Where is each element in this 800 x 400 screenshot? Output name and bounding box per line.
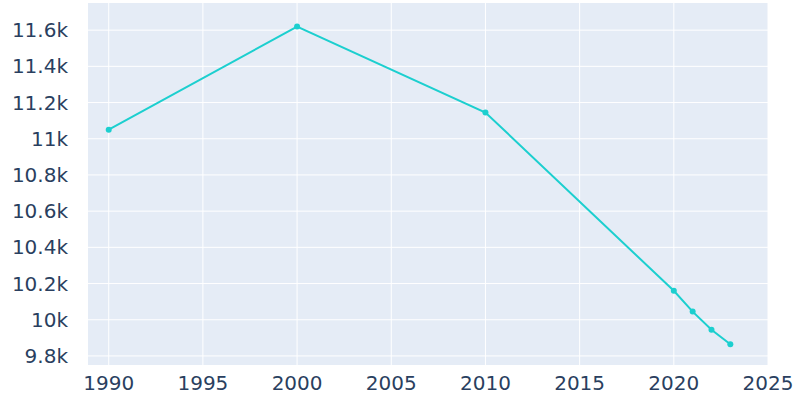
y-tick-label: 10k <box>31 308 68 332</box>
y-tick-label: 10.8k <box>12 163 69 187</box>
data-group <box>106 24 734 348</box>
y-grid-line <box>88 174 768 175</box>
y-grid-line <box>88 319 768 320</box>
x-tick-label: 2010 <box>460 371 511 395</box>
x-grid-line <box>108 3 109 365</box>
point <box>727 341 733 347</box>
x-grid-line <box>485 3 486 365</box>
x-tick-label: 1990 <box>83 371 134 395</box>
point <box>690 309 696 315</box>
point <box>708 327 714 333</box>
x-grid-line <box>297 3 298 365</box>
y-tick-label: 11.6k <box>12 18 69 42</box>
y-grid-line <box>88 247 768 248</box>
y-tick-label: 9.8k <box>25 344 69 368</box>
x-grid-line <box>202 3 203 365</box>
x-tick-label: 1995 <box>177 371 228 395</box>
y-grid-line <box>88 102 768 103</box>
point <box>671 288 677 294</box>
point <box>294 24 300 30</box>
x-tick-label: 2000 <box>272 371 323 395</box>
x-grid-line <box>673 3 674 365</box>
line <box>109 27 731 345</box>
x-tick-label: 2005 <box>366 371 417 395</box>
y-grid-line <box>88 138 768 139</box>
x-grid-line <box>391 3 392 365</box>
plot-area <box>88 3 768 365</box>
chart: 9.8k 10k 10.2k 10.4k 10.6k 10.8k 11k 11.2k 11.4k… <box>0 0 800 400</box>
x-grid-line <box>768 3 769 365</box>
y-tick-label: 10.2k <box>12 272 69 296</box>
x-tick-label: 2025 <box>743 371 794 395</box>
x-grid-line <box>579 3 580 365</box>
point <box>106 127 112 133</box>
y-tick-label: 10.6k <box>12 199 69 223</box>
x-tick-label: 2015 <box>554 371 605 395</box>
y-tick-label: 11.2k <box>12 91 69 115</box>
y-grid-line <box>88 355 768 356</box>
y-tick-label: 11k <box>31 127 68 151</box>
y-tick-label: 10.4k <box>12 235 69 259</box>
x-tick-label: 2020 <box>648 371 699 395</box>
y-grid-line <box>88 66 768 67</box>
y-grid-line <box>88 30 768 31</box>
y-grid-line <box>88 211 768 212</box>
y-tick-label: 11.4k <box>12 54 69 78</box>
point <box>482 110 488 116</box>
